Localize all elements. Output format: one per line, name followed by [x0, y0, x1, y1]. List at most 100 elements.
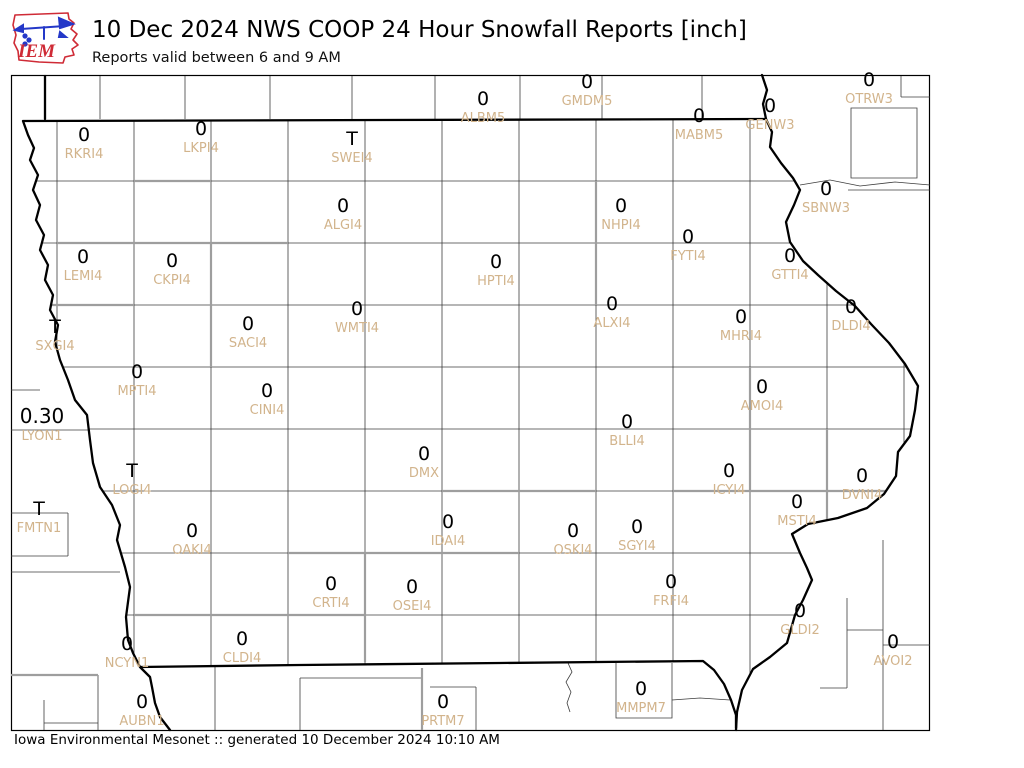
page-subtitle: Reports valid between 6 and 9 AM: [92, 50, 341, 66]
station-label: FYTI4: [670, 249, 705, 264]
station-value: 0: [442, 511, 454, 533]
station-label: AMOI4: [741, 399, 783, 414]
station-label: HPTI4: [477, 274, 515, 289]
county-grid: [23, 119, 918, 728]
station-label: ALBM5: [461, 111, 506, 126]
station-value: 0: [337, 195, 349, 217]
station-value: 0: [490, 251, 502, 273]
iowa-outline-logo: [12, 12, 79, 64]
missouri-river-border: [21, 117, 768, 732]
station-label: MMPM7: [616, 701, 666, 716]
station-value: T: [125, 460, 138, 482]
station-label: AVOI2: [873, 654, 912, 669]
station-label: SACI4: [229, 336, 267, 351]
station-value: 0: [615, 195, 627, 217]
station-value: 0: [863, 69, 875, 91]
station-label: NHPI4: [601, 218, 640, 233]
station-value: 0: [845, 296, 857, 318]
station-value: 0: [665, 571, 677, 593]
station-value: 0: [581, 71, 593, 93]
station-value: 0: [166, 250, 178, 272]
station-value: 0: [693, 105, 705, 127]
station-label: LKPI4: [183, 141, 219, 156]
weather-vane-icon: [12, 16, 76, 47]
station-label: OSKI4: [553, 543, 592, 558]
station-value: 0: [121, 633, 133, 655]
station-label: DMX: [409, 466, 439, 481]
station-value: 0: [631, 516, 643, 538]
station-value: 0: [887, 631, 899, 653]
station-value: 0: [477, 88, 489, 110]
station-label: SWEI4: [331, 151, 372, 166]
station-value: 0: [621, 411, 633, 433]
iem-logo: IEM: [12, 12, 79, 64]
station-label: AUBN1: [119, 714, 164, 729]
station-label: CINI4: [250, 403, 285, 418]
station-value: 0: [567, 520, 579, 542]
station-label: CKPI4: [153, 273, 191, 288]
station-label: SXGI4: [35, 339, 74, 354]
station-value: 0: [735, 306, 747, 328]
station-label: GMDM5: [562, 94, 613, 109]
station-value: 0: [236, 628, 248, 650]
station-value: 0: [242, 313, 254, 335]
station-label: OTRW3: [845, 92, 893, 107]
station-value: 0: [723, 460, 735, 482]
station-value: 0: [325, 573, 337, 595]
station-value: T: [48, 316, 61, 338]
station-value: T: [32, 498, 45, 520]
station-value: 0: [794, 600, 806, 622]
station-label: SGYI4: [618, 539, 656, 554]
station-value: 0: [195, 118, 207, 140]
station-label: MHRI4: [720, 329, 762, 344]
station-label: LYON1: [22, 429, 63, 444]
station-label: MPTI4: [117, 384, 156, 399]
station-value: 0: [856, 465, 868, 487]
station-value: 0: [682, 226, 694, 248]
station-value: 0.30: [20, 404, 65, 428]
station-label: FMTN1: [17, 521, 62, 536]
station-label: OAKI4: [172, 543, 212, 558]
station-value: T: [345, 128, 358, 150]
station-label: DVNI4: [842, 488, 883, 503]
station-value: 0: [77, 246, 89, 268]
station-label: WMTI4: [335, 321, 379, 336]
station-label: RKRI4: [65, 147, 104, 162]
station-value: 0: [635, 678, 647, 700]
generated-timestamp: Iowa Environmental Mesonet :: generated …: [14, 732, 500, 748]
neighbor-county-lines: [11, 76, 931, 730]
south-border: [138, 659, 738, 730]
station-value: 0: [784, 245, 796, 267]
